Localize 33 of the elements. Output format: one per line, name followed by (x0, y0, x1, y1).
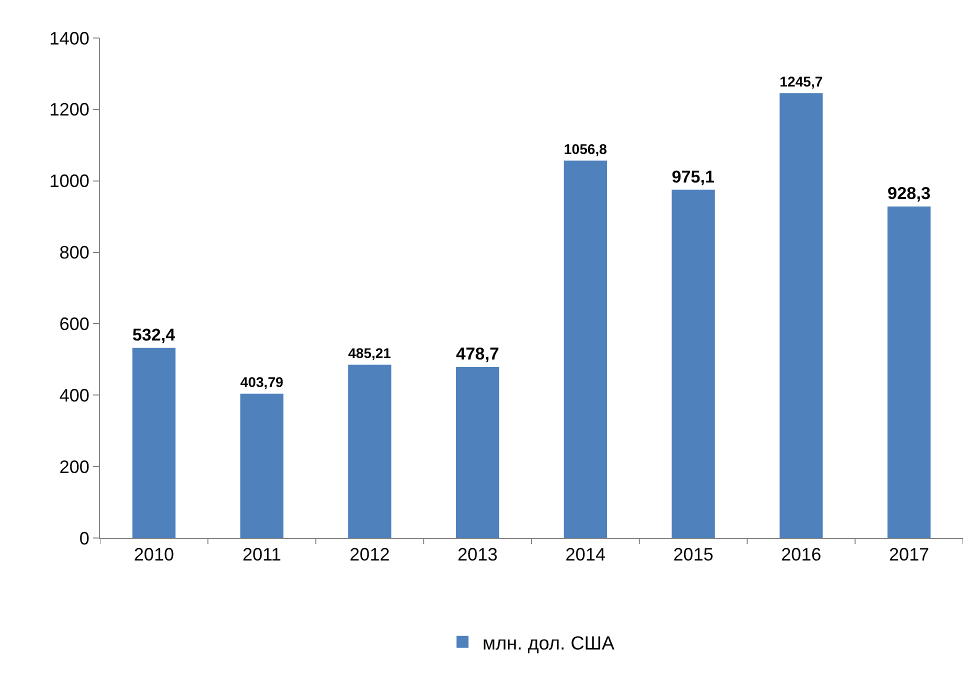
x-tick-label: 2017 (889, 544, 930, 565)
y-tick-label: 400 (59, 385, 90, 406)
bar (348, 364, 392, 538)
y-tick-label: 1400 (49, 28, 90, 48)
bar (672, 190, 715, 538)
data-label: 1056,8 (564, 140, 608, 157)
bar (780, 93, 823, 538)
x-tick-label: 2016 (781, 544, 822, 565)
x-tick-label: 2011 (242, 544, 282, 565)
x-tick-label: 2015 (673, 544, 714, 565)
bar (132, 348, 176, 538)
data-label: 928,3 (887, 182, 931, 203)
y-tick-label: 1000 (49, 171, 90, 192)
y-tick-label: 800 (59, 242, 90, 263)
data-label: 485,21 (348, 345, 392, 362)
bar (887, 206, 931, 538)
data-label: 532,4 (132, 325, 176, 344)
y-tick-label: 0 (79, 528, 90, 548)
x-tick-label: 2014 (565, 544, 606, 565)
y-tick-label: 200 (59, 456, 90, 477)
bar (456, 367, 500, 538)
data-label: 478,7 (456, 344, 500, 364)
bar (240, 394, 284, 538)
data-label: 403,79 (240, 374, 284, 390)
x-tick-label: 2010 (134, 544, 174, 565)
x-tick-label: 2012 (350, 544, 390, 565)
bar (564, 160, 608, 538)
y-tick-label: 600 (59, 314, 90, 334)
data-label: 1245,7 (780, 73, 823, 90)
y-tick-label: 1200 (49, 100, 90, 120)
x-tick-label: 2013 (458, 544, 498, 565)
legend-label: млн. дол. США (482, 633, 615, 654)
data-label: 975,1 (672, 167, 715, 186)
